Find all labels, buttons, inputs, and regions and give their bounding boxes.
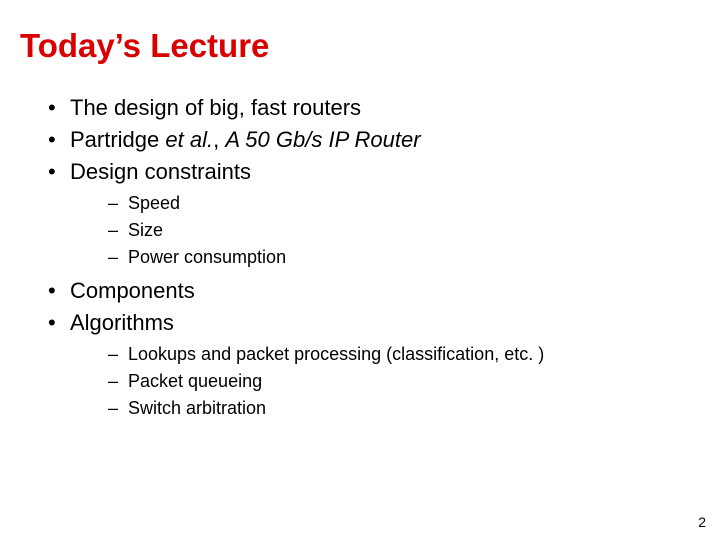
- list-item: Lookups and packet processing (classific…: [108, 341, 700, 368]
- list-item-text: Switch arbitration: [128, 398, 266, 418]
- list-item-text: The design of big, fast routers: [70, 95, 361, 120]
- list-item-italic: A 50 Gb/s IP Router: [225, 127, 420, 152]
- list-item: Switch arbitration: [108, 395, 700, 422]
- list-item: The design of big, fast routers: [48, 92, 700, 124]
- slide: Today’s Lecture The design of big, fast …: [0, 0, 720, 540]
- list-item: Partridge et al., A 50 Gb/s IP Router: [48, 124, 700, 156]
- list-item-text: Packet queueing: [128, 371, 262, 391]
- list-item-text: Partridge: [70, 127, 165, 152]
- bullet-list: The design of big, fast routers Partridg…: [20, 92, 700, 421]
- slide-title: Today’s Lecture: [20, 28, 700, 64]
- list-item-text: Algorithms: [70, 310, 174, 335]
- list-item: Size: [108, 217, 700, 244]
- list-item-italic: et al.: [165, 127, 213, 152]
- list-item-text: Size: [128, 220, 163, 240]
- list-item-text: Lookups and packet processing (classific…: [128, 344, 544, 364]
- page-number: 2: [698, 514, 706, 530]
- list-item-text: Speed: [128, 193, 180, 213]
- list-item: Algorithms Lookups and packet processing…: [48, 307, 700, 422]
- list-item: Design constraints Speed Size Power cons…: [48, 156, 700, 271]
- list-item-text: Design constraints: [70, 159, 251, 184]
- list-item-text: Power consumption: [128, 247, 286, 267]
- list-item-text: Components: [70, 278, 195, 303]
- list-item: Packet queueing: [108, 368, 700, 395]
- list-item: Speed: [108, 190, 700, 217]
- list-item: Power consumption: [108, 244, 700, 271]
- list-item-text: ,: [213, 127, 225, 152]
- sublist: Lookups and packet processing (classific…: [70, 341, 700, 422]
- sublist: Speed Size Power consumption: [70, 190, 700, 271]
- list-item: Components: [48, 275, 700, 307]
